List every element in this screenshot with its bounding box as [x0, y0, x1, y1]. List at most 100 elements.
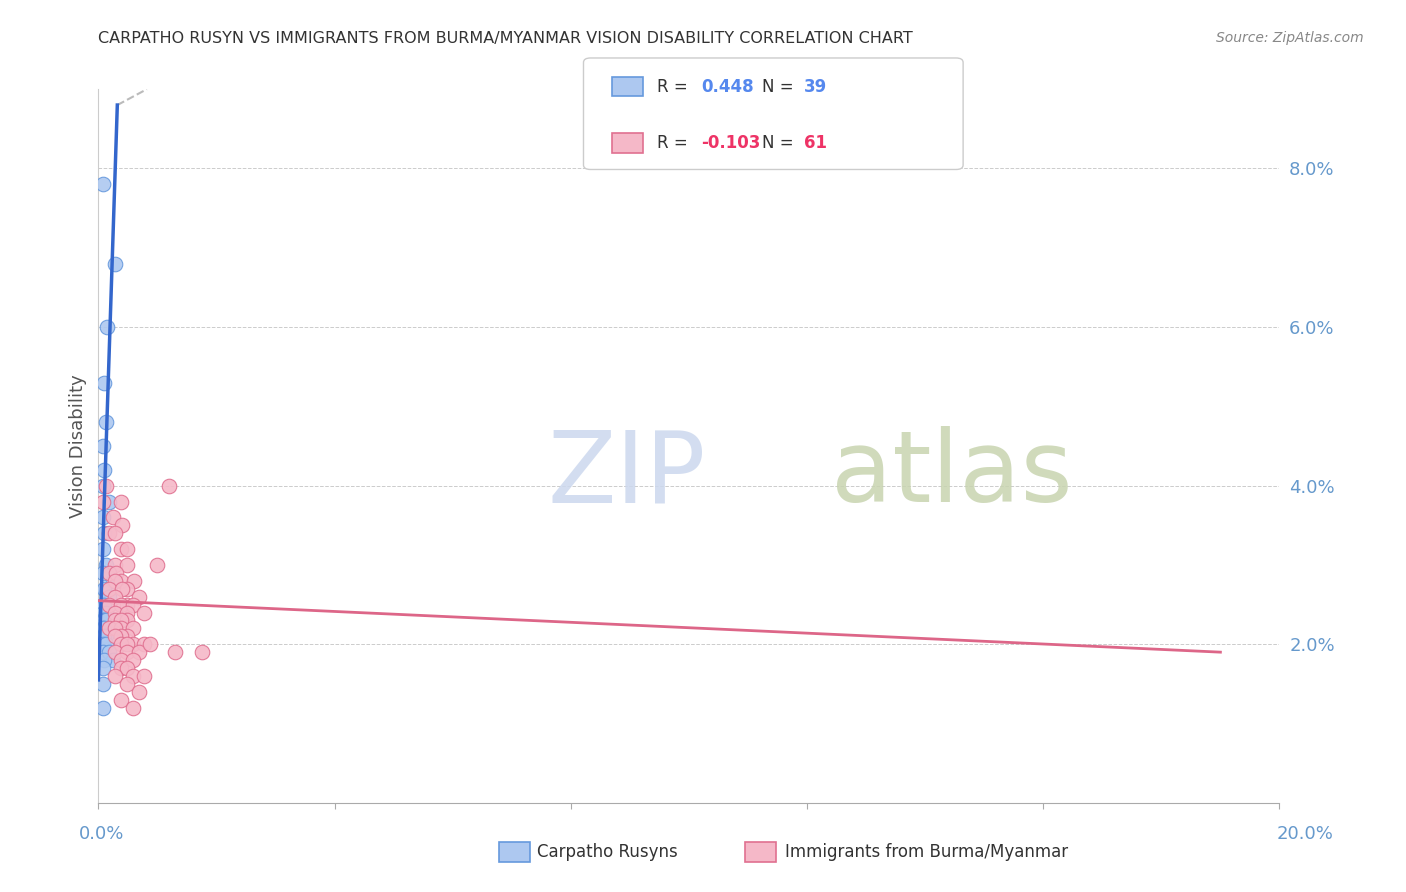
Point — [94, 606, 117, 620]
Point — [111, 518, 134, 533]
Point — [91, 178, 114, 192]
Point — [98, 598, 121, 612]
Point — [104, 526, 127, 541]
Point — [103, 510, 125, 524]
Point — [103, 574, 125, 588]
Point — [93, 582, 115, 596]
Point — [134, 606, 156, 620]
Text: Source: ZipAtlas.com: Source: ZipAtlas.com — [1216, 31, 1364, 45]
Point — [104, 614, 127, 628]
Point — [98, 526, 121, 541]
Point — [165, 645, 187, 659]
Point — [91, 566, 114, 580]
Point — [91, 700, 114, 714]
Point — [98, 590, 121, 604]
Point — [121, 669, 143, 683]
Point — [110, 629, 132, 643]
Point — [121, 598, 143, 612]
Point — [104, 629, 127, 643]
Point — [94, 614, 117, 628]
Point — [191, 645, 214, 659]
Point — [110, 653, 132, 667]
Point — [93, 463, 115, 477]
Point — [91, 629, 114, 643]
Point — [128, 685, 150, 699]
Point — [93, 526, 115, 541]
Point — [115, 661, 138, 675]
Text: Carpatho Rusyns: Carpatho Rusyns — [537, 843, 678, 861]
Text: atlas: atlas — [831, 426, 1073, 523]
Text: 61: 61 — [804, 134, 827, 152]
Point — [110, 621, 132, 635]
Point — [91, 614, 114, 628]
Text: N =: N = — [762, 134, 799, 152]
Point — [93, 629, 115, 643]
Point — [103, 653, 125, 667]
Point — [91, 542, 114, 557]
Point — [121, 700, 143, 714]
Point — [93, 598, 115, 612]
Point — [94, 415, 117, 429]
Point — [98, 621, 121, 635]
Point — [146, 558, 169, 572]
Point — [110, 637, 132, 651]
Point — [115, 558, 138, 572]
Point — [134, 669, 156, 683]
Point — [91, 606, 114, 620]
Point — [115, 629, 138, 643]
Point — [104, 590, 127, 604]
Point — [115, 606, 138, 620]
Point — [91, 677, 114, 691]
Point — [93, 621, 115, 635]
Point — [105, 566, 128, 580]
Point — [94, 558, 117, 572]
Point — [91, 510, 114, 524]
Point — [98, 582, 121, 596]
Point — [122, 574, 145, 588]
Y-axis label: Vision Disability: Vision Disability — [69, 374, 87, 518]
Text: R =: R = — [657, 134, 693, 152]
Point — [91, 637, 114, 651]
Text: -0.103: -0.103 — [702, 134, 761, 152]
Text: 39: 39 — [804, 78, 828, 95]
Text: N =: N = — [762, 78, 799, 95]
Point — [134, 637, 156, 651]
Point — [104, 621, 127, 635]
Text: 0.0%: 0.0% — [79, 825, 124, 843]
Point — [110, 542, 132, 557]
Point — [110, 574, 132, 588]
Point — [115, 614, 138, 628]
Point — [98, 494, 121, 508]
Point — [104, 574, 127, 588]
Point — [139, 637, 162, 651]
Point — [111, 582, 134, 596]
Point — [115, 582, 138, 596]
Point — [94, 629, 117, 643]
Point — [115, 598, 138, 612]
Point — [157, 478, 180, 492]
Point — [115, 542, 138, 557]
Point — [110, 494, 132, 508]
Point — [93, 653, 115, 667]
Point — [115, 637, 138, 651]
Point — [98, 621, 121, 635]
Point — [91, 494, 114, 508]
Point — [98, 645, 121, 659]
Point — [110, 614, 132, 628]
Point — [110, 598, 132, 612]
Point — [115, 677, 138, 691]
Point — [104, 558, 127, 572]
Point — [93, 614, 115, 628]
Point — [91, 478, 114, 492]
Point — [104, 669, 127, 683]
Point — [121, 637, 143, 651]
Point — [93, 376, 115, 390]
Point — [121, 653, 143, 667]
Point — [104, 645, 127, 659]
Point — [115, 645, 138, 659]
Point — [94, 637, 117, 651]
Point — [104, 606, 127, 620]
Point — [91, 621, 114, 635]
Point — [110, 661, 132, 675]
Text: CARPATHO RUSYN VS IMMIGRANTS FROM BURMA/MYANMAR VISION DISABILITY CORRELATION CH: CARPATHO RUSYN VS IMMIGRANTS FROM BURMA/… — [98, 31, 912, 46]
